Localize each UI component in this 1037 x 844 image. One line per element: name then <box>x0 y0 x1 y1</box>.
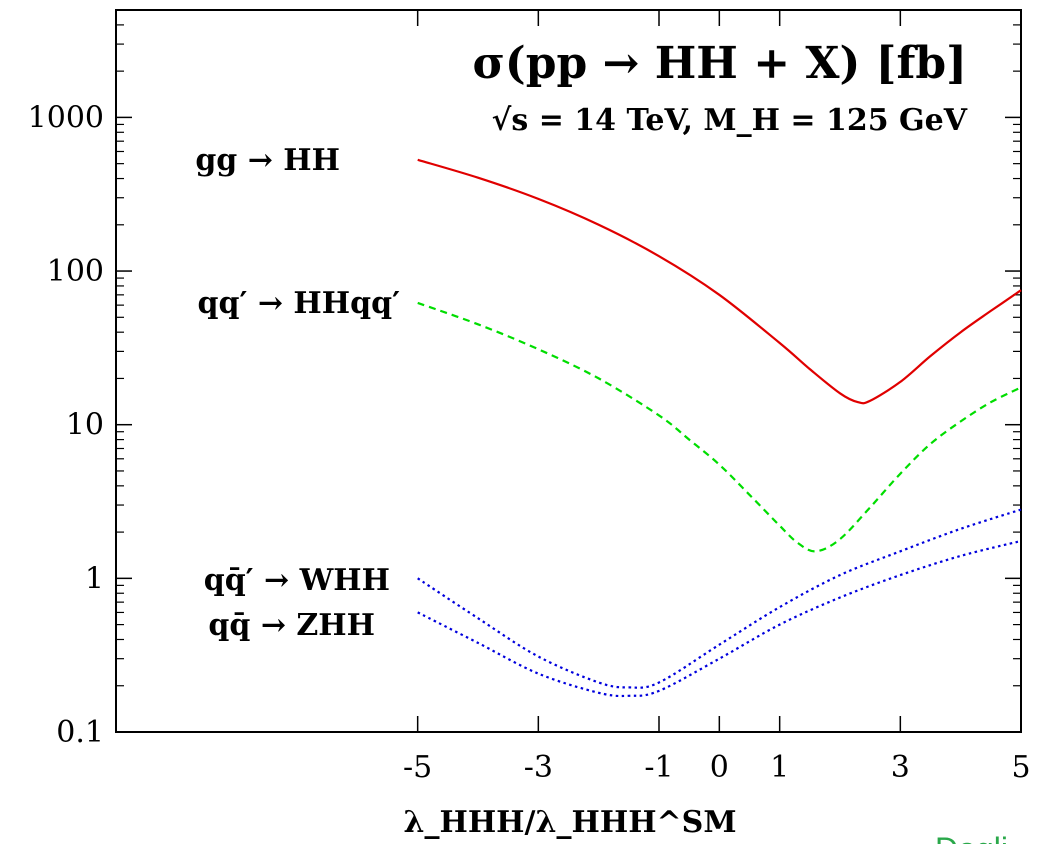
series-line-2 <box>417 508 1022 689</box>
x-tick-label: 3 <box>891 750 910 785</box>
series-label-qq-hhqq: qq′ → HHqq′ <box>198 286 401 321</box>
y-tick-label: 1 <box>85 561 104 596</box>
axis-ticks <box>116 9 1022 733</box>
x-tick-label: -5 <box>403 750 432 785</box>
series-line-0 <box>417 158 1022 405</box>
axis-tick-labels: 0.1 1 10 100 1000 -5 -3 -1 0 1 3 5 <box>28 100 1031 785</box>
y-tick-label: 100 <box>47 254 104 289</box>
x-axis-title: λ_HHH/λ_HHH^SM <box>403 805 736 840</box>
series-label-qq-zhh: qq̄ → ZHH <box>208 608 375 643</box>
x-tick-label: -1 <box>644 750 673 785</box>
y-tick-label: 0.1 <box>56 715 104 750</box>
chart-title: σ(pp → HH + X) [fb] <box>472 38 967 89</box>
series-label-gg-hh: gg → HH <box>195 143 340 178</box>
x-tick-label: -3 <box>524 750 553 785</box>
series-line-3 <box>417 539 1022 698</box>
series-line-1 <box>417 301 1022 553</box>
x-tick-label: 1 <box>770 750 789 785</box>
plot-frame <box>115 9 1022 733</box>
y-tick-label: 1000 <box>28 100 104 135</box>
chart-subtitle: √s = 14 TeV, M_H = 125 GeV <box>492 103 968 138</box>
data-series <box>417 158 1022 698</box>
watermark-text: Dogli <box>935 831 1008 844</box>
y-tick-label: 10 <box>66 408 104 443</box>
x-tick-label: 5 <box>1011 750 1030 785</box>
x-tick-label: 0 <box>710 750 729 785</box>
series-label-qq-whh: qq̄′ → WHH <box>204 563 390 598</box>
